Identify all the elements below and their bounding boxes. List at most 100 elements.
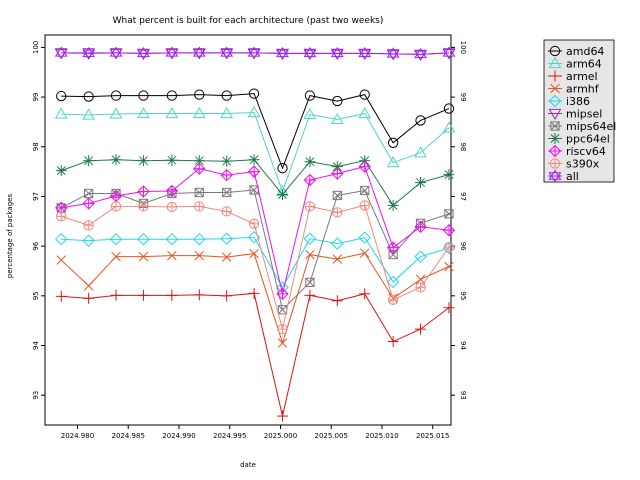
data-point-ppc64el (444, 170, 454, 180)
data-point-ppc64el (331, 161, 343, 173)
data-point-all (414, 50, 427, 61)
data-point-all (386, 47, 400, 61)
data-point-s390x (443, 241, 455, 253)
data-point-s390x (110, 201, 122, 212)
data-point-all (358, 46, 372, 58)
data-point-all (330, 46, 344, 58)
legend-marker (550, 83, 560, 94)
legend-marker (549, 45, 561, 57)
data-point-i386 (55, 232, 68, 246)
data-point-riscv64 (137, 185, 150, 198)
legend-marker (548, 56, 562, 69)
data-point-all (220, 49, 234, 60)
legend-item-mipsel: mipsel (548, 108, 602, 121)
data-point-arm64 (303, 107, 317, 120)
data-point-armhf (56, 255, 66, 265)
data-point-mips64el (305, 277, 315, 288)
data-point-armhf (111, 251, 121, 262)
series-ppc64el (55, 154, 455, 211)
legend-marker (548, 94, 562, 108)
legend-label: i386 (566, 95, 590, 108)
data-point-armel (331, 295, 343, 307)
data-point-all (109, 46, 123, 57)
legend-marker (549, 45, 561, 57)
data-point-armhf (249, 248, 259, 259)
legend-item-riscv64: riscv64 (548, 144, 606, 158)
y-tick-label-right: 99 (459, 93, 467, 102)
y-tick-label: 98 (32, 142, 40, 151)
data-point-ppc64el (167, 155, 177, 165)
legend-label: armhf (566, 83, 600, 96)
data-point-armhf (167, 250, 177, 261)
data-point-armhf (167, 250, 177, 261)
y-tick-label: 100 (32, 41, 40, 54)
y-tick-label-right: 95 (459, 291, 467, 300)
data-point-amd64 (138, 90, 149, 101)
legend-marker (550, 83, 560, 94)
y-axis-right: 93 94 95 96 97 98 99 100 (451, 41, 467, 400)
data-point-riscv64 (276, 287, 289, 301)
data-point-s390x (304, 201, 316, 212)
data-point-mips64el (332, 190, 342, 201)
data-point-all (414, 47, 427, 61)
data-point-arm64 (386, 156, 400, 168)
y-tick-label: 99 (32, 93, 40, 102)
data-point-all (330, 46, 344, 60)
data-point-armhf (249, 248, 259, 259)
data-point-mips64el (388, 250, 398, 260)
data-point-mips64el (444, 209, 454, 219)
data-point-i386 (193, 232, 206, 246)
data-point-mips64el (222, 187, 232, 198)
data-point-armel (415, 323, 427, 335)
x-axis: 2024.980 2024.985 2024.990 2024.995 2025.000… (61, 425, 449, 440)
data-point-armhf (444, 261, 454, 272)
data-point-ppc64el (111, 155, 121, 165)
data-point-s390x (415, 282, 426, 293)
data-point-amd64 (332, 95, 343, 107)
data-point-all (386, 50, 400, 61)
data-point-riscv64 (82, 197, 95, 210)
data-point-all (165, 46, 179, 57)
data-point-arm64 (386, 156, 400, 168)
data-point-ppc64el (332, 162, 342, 172)
data-point-i386 (331, 237, 344, 250)
data-point-i386 (358, 231, 371, 244)
data-point-arm64 (414, 146, 427, 158)
data-point-armel (387, 336, 399, 348)
data-point-all (82, 46, 96, 60)
x-tick-label: 2024.995 (213, 432, 246, 440)
data-point-ppc64el (83, 155, 95, 167)
data-point-amd64 (387, 137, 399, 148)
data-point-amd64 (304, 90, 316, 101)
data-point-all (137, 46, 150, 60)
data-point-all (442, 49, 456, 60)
data-point-ppc64el (166, 154, 178, 166)
legend-marker (548, 172, 562, 183)
data-point-amd64 (138, 90, 149, 101)
data-point-i386 (109, 232, 123, 246)
data-point-i386 (193, 232, 206, 246)
data-point-mips64el (360, 185, 370, 196)
data-point-all (109, 49, 123, 60)
legend-marker (548, 144, 562, 158)
data-point-arm64 (442, 121, 456, 133)
data-point-all (247, 49, 261, 60)
x-tick-label: 2025.000 (264, 432, 297, 440)
data-point-all (220, 46, 234, 60)
x-tick-label: 2024.990 (162, 432, 195, 440)
data-point-armhf (444, 261, 454, 272)
data-point-i386 (137, 232, 150, 246)
series-line-all (61, 52, 449, 55)
data-point-i386 (165, 232, 179, 246)
data-point-armel (443, 302, 455, 314)
data-point-riscv64 (303, 173, 317, 187)
data-point-arm64 (82, 108, 96, 120)
y-tick-label: 96 (32, 241, 40, 250)
data-point-ppc64el (55, 165, 67, 177)
data-point-arm64 (54, 107, 68, 119)
data-point-mips64el (388, 249, 398, 260)
data-point-all (82, 49, 96, 60)
data-point-all (303, 46, 317, 58)
legend-marker (550, 121, 560, 131)
series-line-arm64 (61, 111, 450, 193)
